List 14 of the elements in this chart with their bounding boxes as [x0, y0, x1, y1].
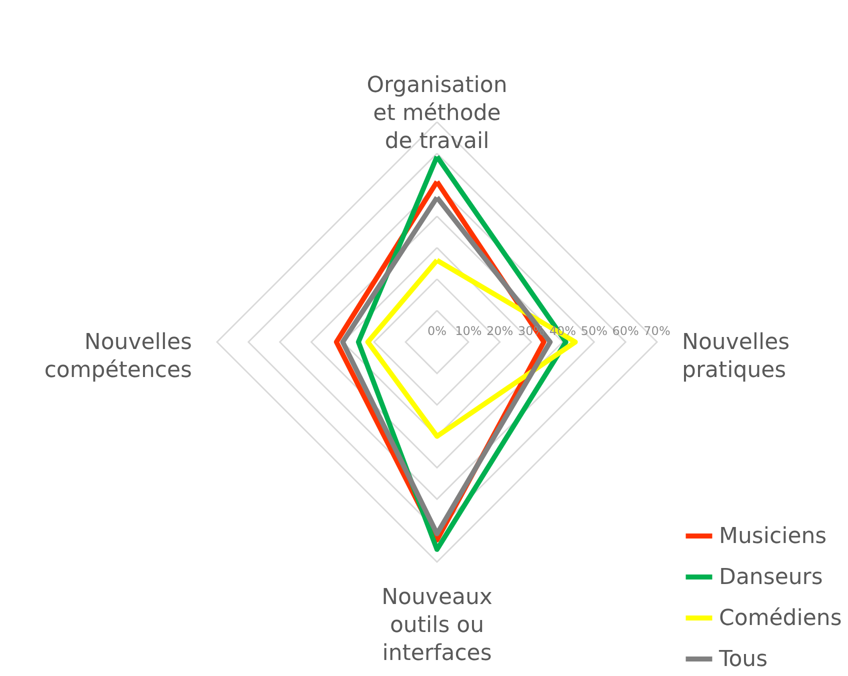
legend-label: Musiciens	[719, 524, 827, 549]
legend-label: Danseurs	[719, 565, 823, 590]
y-tick-label: 20%	[486, 324, 514, 338]
spoke-label: Nouvelles compétences	[44, 330, 192, 383]
y-tick-label: 10%	[455, 324, 482, 338]
spoke-label: Nouveaux outils ou interfaces	[382, 585, 492, 666]
y-tick-label: 0%	[427, 324, 447, 338]
legend-label: Tous	[718, 647, 768, 672]
spoke-label: Nouvelles pratiques	[682, 330, 790, 383]
spoke-label: Organisation et méthode de travail	[366, 73, 508, 154]
legend-label: Comédiens	[719, 606, 842, 631]
y-tick-label: 70%	[644, 324, 670, 338]
y-tick-label: 60%	[612, 324, 639, 338]
y-tick-label: 50%	[580, 324, 608, 338]
